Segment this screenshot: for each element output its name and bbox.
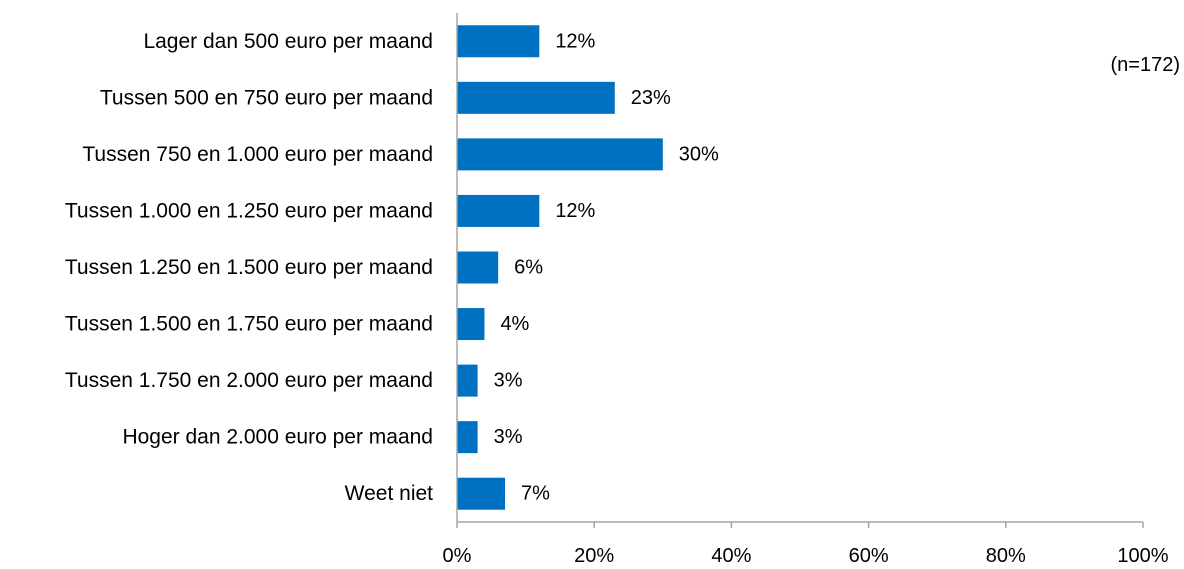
category-label: Tussen 1.750 en 2.000 euro per maand	[65, 369, 433, 392]
x-ticks-layer: 0% 20% 40% 60% 80% 100%	[443, 522, 1169, 567]
category-label: Tussen 1.250 en 1.500 euro per maand	[65, 256, 433, 279]
value-label: 30%	[679, 143, 719, 165]
value-label: 6%	[514, 257, 543, 279]
category-label: Tussen 1.500 en 1.750 euro per maand	[65, 313, 433, 336]
x-tick-label: 0%	[443, 545, 472, 567]
labels-layer: Lager dan 500 euro per maand 12% Tussen 50…	[65, 30, 719, 505]
category-label: Weet niet	[345, 482, 433, 505]
value-label: 12%	[555, 200, 595, 222]
bar	[457, 421, 478, 454]
bar	[457, 138, 663, 171]
value-label: 4%	[500, 313, 529, 335]
category-label: Hoger dan 2.000 euro per maand	[122, 426, 433, 449]
bar	[457, 477, 506, 510]
bars-layer	[457, 25, 663, 510]
x-tick-label: 80%	[986, 545, 1026, 567]
bar	[457, 25, 540, 58]
category-label: Tussen 750 en 1.000 euro per maand	[82, 143, 433, 166]
bar	[457, 251, 499, 284]
category-label: Tussen 1.000 en 1.250 euro per maand	[65, 199, 433, 222]
x-tick-label: 40%	[711, 545, 751, 567]
value-label: 3%	[494, 370, 523, 392]
value-label: 23%	[631, 87, 671, 109]
x-tick-label: 100%	[1117, 545, 1168, 567]
bar	[457, 81, 615, 114]
bar	[457, 364, 478, 397]
category-label: Tussen 500 en 750 euro per maand	[100, 86, 433, 109]
x-tick-label: 60%	[849, 545, 889, 567]
bar	[457, 308, 485, 341]
value-label: 12%	[555, 30, 595, 52]
category-label: Lager dan 500 euro per maand	[143, 30, 433, 53]
bar	[457, 194, 540, 227]
sample-size-annotation: (n=172)	[1111, 54, 1181, 76]
value-label: 7%	[521, 483, 550, 505]
value-label: 3%	[494, 426, 523, 448]
x-tick-label: 20%	[574, 545, 614, 567]
